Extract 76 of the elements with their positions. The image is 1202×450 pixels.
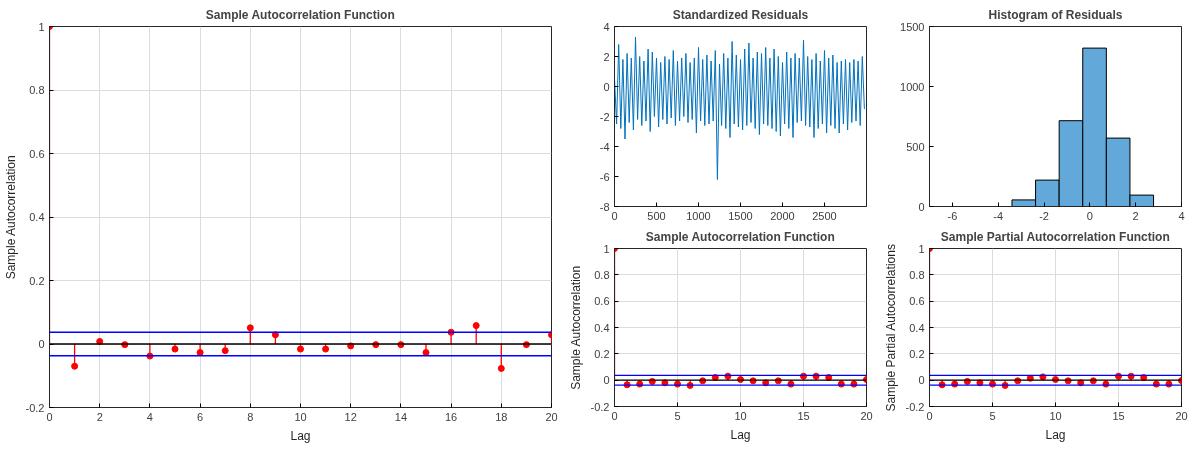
x-axis-title: Lag bbox=[1045, 427, 1066, 442]
x-tick-label: 0 bbox=[611, 209, 618, 222]
x-tick-label: 5 bbox=[989, 409, 996, 422]
x-tick-label: 0 bbox=[1086, 209, 1093, 222]
y-tick-label: 0 bbox=[603, 80, 610, 93]
x-tick-label: 1500 bbox=[728, 209, 753, 222]
y-tick-label: 0.2 bbox=[594, 347, 610, 360]
x-tick-label: -4 bbox=[993, 209, 1004, 222]
y-tick-label: 0.8 bbox=[29, 84, 45, 96]
y-tick-label: 0 bbox=[918, 374, 925, 387]
y-tick-label: 1 bbox=[603, 242, 610, 255]
x-tick-label: 20 bbox=[1175, 409, 1188, 422]
x-tick-label: 10 bbox=[734, 409, 747, 422]
x-tick-label: 6 bbox=[197, 410, 204, 423]
y-tick-label: 0.8 bbox=[909, 268, 925, 281]
y-tick-label: 2 bbox=[603, 50, 610, 63]
x-tick-label: 2500 bbox=[812, 209, 837, 222]
y-tick-label: 0.6 bbox=[29, 147, 45, 160]
x-tick-label: 16 bbox=[444, 410, 458, 423]
chart-title: Standardized Residuals bbox=[672, 7, 809, 22]
x-tick-label: 20 bbox=[545, 410, 558, 423]
x-tick-label: 14 bbox=[394, 410, 408, 423]
chart-title: Sample Partial Autocorrelation Function bbox=[940, 229, 1170, 244]
y-tick-label: 0.2 bbox=[29, 274, 45, 287]
y-tick-label: 0 bbox=[603, 374, 610, 387]
x-tick-label: 1000 bbox=[686, 209, 711, 222]
y-tick-label: 1500 bbox=[900, 20, 925, 33]
x-tick-label: 15 bbox=[797, 409, 810, 422]
x-tick-label: 2 bbox=[96, 410, 103, 423]
y-tick-label: -2 bbox=[599, 110, 610, 123]
x-tick-label: 0 bbox=[611, 409, 618, 422]
chart-title: Sample Autocorrelation Function bbox=[205, 7, 395, 22]
y-tick-label: 0.4 bbox=[594, 321, 610, 334]
y-tick-label: -8 bbox=[599, 200, 610, 213]
y-tick-label: 0.6 bbox=[594, 295, 610, 308]
y-axis-title: Sample Partial Autocorrelations bbox=[883, 244, 898, 412]
x-tick-label: 10 bbox=[1049, 409, 1062, 422]
x-tick-label: 4 bbox=[146, 410, 153, 423]
x-tick-label: -6 bbox=[947, 209, 958, 222]
y-axis-title: Sample Autocorrelation bbox=[3, 155, 18, 280]
y-tick-label: -0.2 bbox=[905, 400, 925, 413]
y-tick-label: 0.4 bbox=[909, 321, 925, 334]
x-tick-label: 10 bbox=[294, 410, 307, 423]
x-tick-label: 0 bbox=[46, 410, 53, 423]
x-tick-label: 20 bbox=[860, 409, 873, 422]
y-tick-label: 0.6 bbox=[909, 295, 925, 308]
x-axis-title: Lag bbox=[290, 428, 311, 443]
chart-title: Histogram of Residuals bbox=[988, 7, 1123, 22]
x-tick-label: 8 bbox=[247, 410, 254, 423]
x-tick-label: 2 bbox=[1132, 209, 1139, 222]
x-axis-title: Lag bbox=[730, 427, 751, 442]
x-tick-label: 18 bbox=[495, 410, 508, 423]
y-tick-label: 1000 bbox=[900, 80, 925, 93]
y-tick-label: 500 bbox=[906, 140, 925, 153]
y-tick-label: 0 bbox=[918, 200, 925, 213]
y-tick-label: 0 bbox=[38, 338, 45, 350]
y-tick-label: -6 bbox=[599, 170, 610, 183]
x-tick-label: 5 bbox=[674, 409, 681, 422]
y-tick-label: -0.2 bbox=[25, 401, 45, 414]
y-tick-label: 0.2 bbox=[909, 347, 925, 360]
y-tick-label: 4 bbox=[603, 20, 610, 33]
x-tick-label: 15 bbox=[1112, 409, 1125, 422]
x-tick-label: 12 bbox=[344, 410, 357, 423]
x-tick-label: 500 bbox=[647, 209, 666, 222]
y-tick-label: 0.8 bbox=[594, 268, 610, 281]
x-tick-label: -2 bbox=[1039, 209, 1049, 222]
x-tick-label: 2000 bbox=[770, 209, 795, 222]
y-tick-label: -4 bbox=[599, 140, 610, 153]
x-tick-label: 0 bbox=[926, 409, 933, 422]
y-tick-label: 0.4 bbox=[29, 211, 45, 223]
x-tick-label: 4 bbox=[1178, 209, 1185, 222]
chart-title: Sample Autocorrelation Function bbox=[645, 229, 835, 244]
y-axis-title: Sample Autocorrelation bbox=[568, 265, 583, 390]
y-tick-label: 1 bbox=[918, 242, 925, 255]
y-tick-label: 1 bbox=[38, 20, 45, 33]
y-tick-label: -0.2 bbox=[590, 400, 610, 413]
